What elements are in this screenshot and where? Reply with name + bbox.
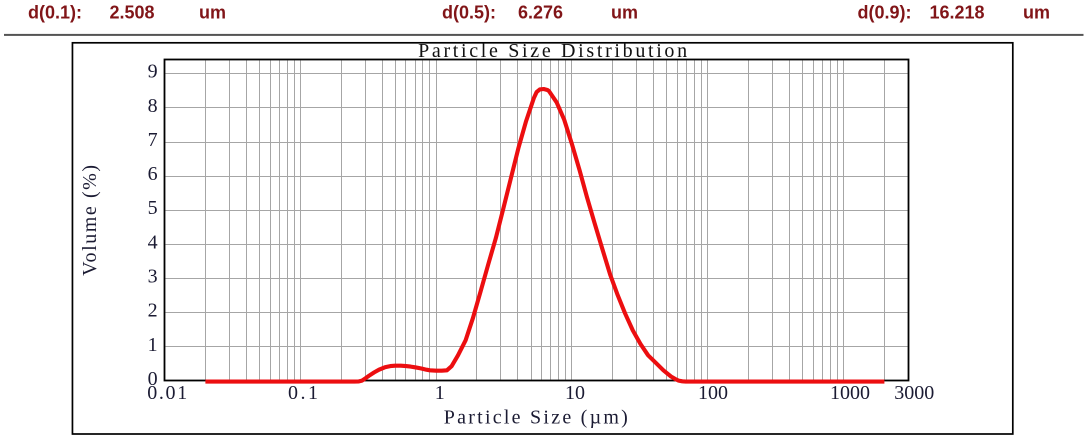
- svg-text:0: 0: [148, 368, 158, 390]
- svg-text:1: 1: [148, 334, 158, 356]
- svg-text:d(0.1):: d(0.1):: [28, 2, 82, 22]
- svg-text:16.218: 16.218: [930, 2, 985, 22]
- svg-text:1: 1: [435, 382, 445, 404]
- svg-text:um: um: [199, 2, 226, 22]
- svg-text:6.276: 6.276: [518, 2, 563, 22]
- svg-text:um: um: [1023, 2, 1050, 22]
- svg-text:Volume (%): Volume (%): [79, 165, 101, 276]
- svg-text:3000: 3000: [894, 382, 934, 404]
- svg-text:100: 100: [698, 382, 728, 404]
- svg-text:9: 9: [148, 61, 158, 83]
- svg-text:3: 3: [148, 266, 158, 288]
- svg-text:2.508: 2.508: [110, 2, 155, 22]
- svg-text:Particle Size Distribution: Particle Size Distribution: [418, 40, 687, 62]
- svg-text:d(0.9):: d(0.9):: [858, 2, 912, 22]
- svg-text:d(0.5):: d(0.5):: [442, 2, 496, 22]
- svg-text:Particle Size (µm): Particle Size (µm): [444, 406, 628, 428]
- svg-text:7: 7: [148, 129, 158, 151]
- svg-text:1000: 1000: [830, 382, 870, 404]
- svg-text:um: um: [611, 2, 638, 22]
- svg-text:6: 6: [148, 163, 158, 185]
- svg-text:0.01: 0.01: [147, 382, 187, 404]
- svg-text:5: 5: [148, 197, 158, 219]
- svg-text:10: 10: [565, 382, 585, 404]
- svg-text:8: 8: [148, 95, 158, 117]
- svg-text:4: 4: [148, 231, 158, 253]
- svg-text:0.1: 0.1: [288, 382, 318, 404]
- svg-text:2: 2: [148, 300, 158, 322]
